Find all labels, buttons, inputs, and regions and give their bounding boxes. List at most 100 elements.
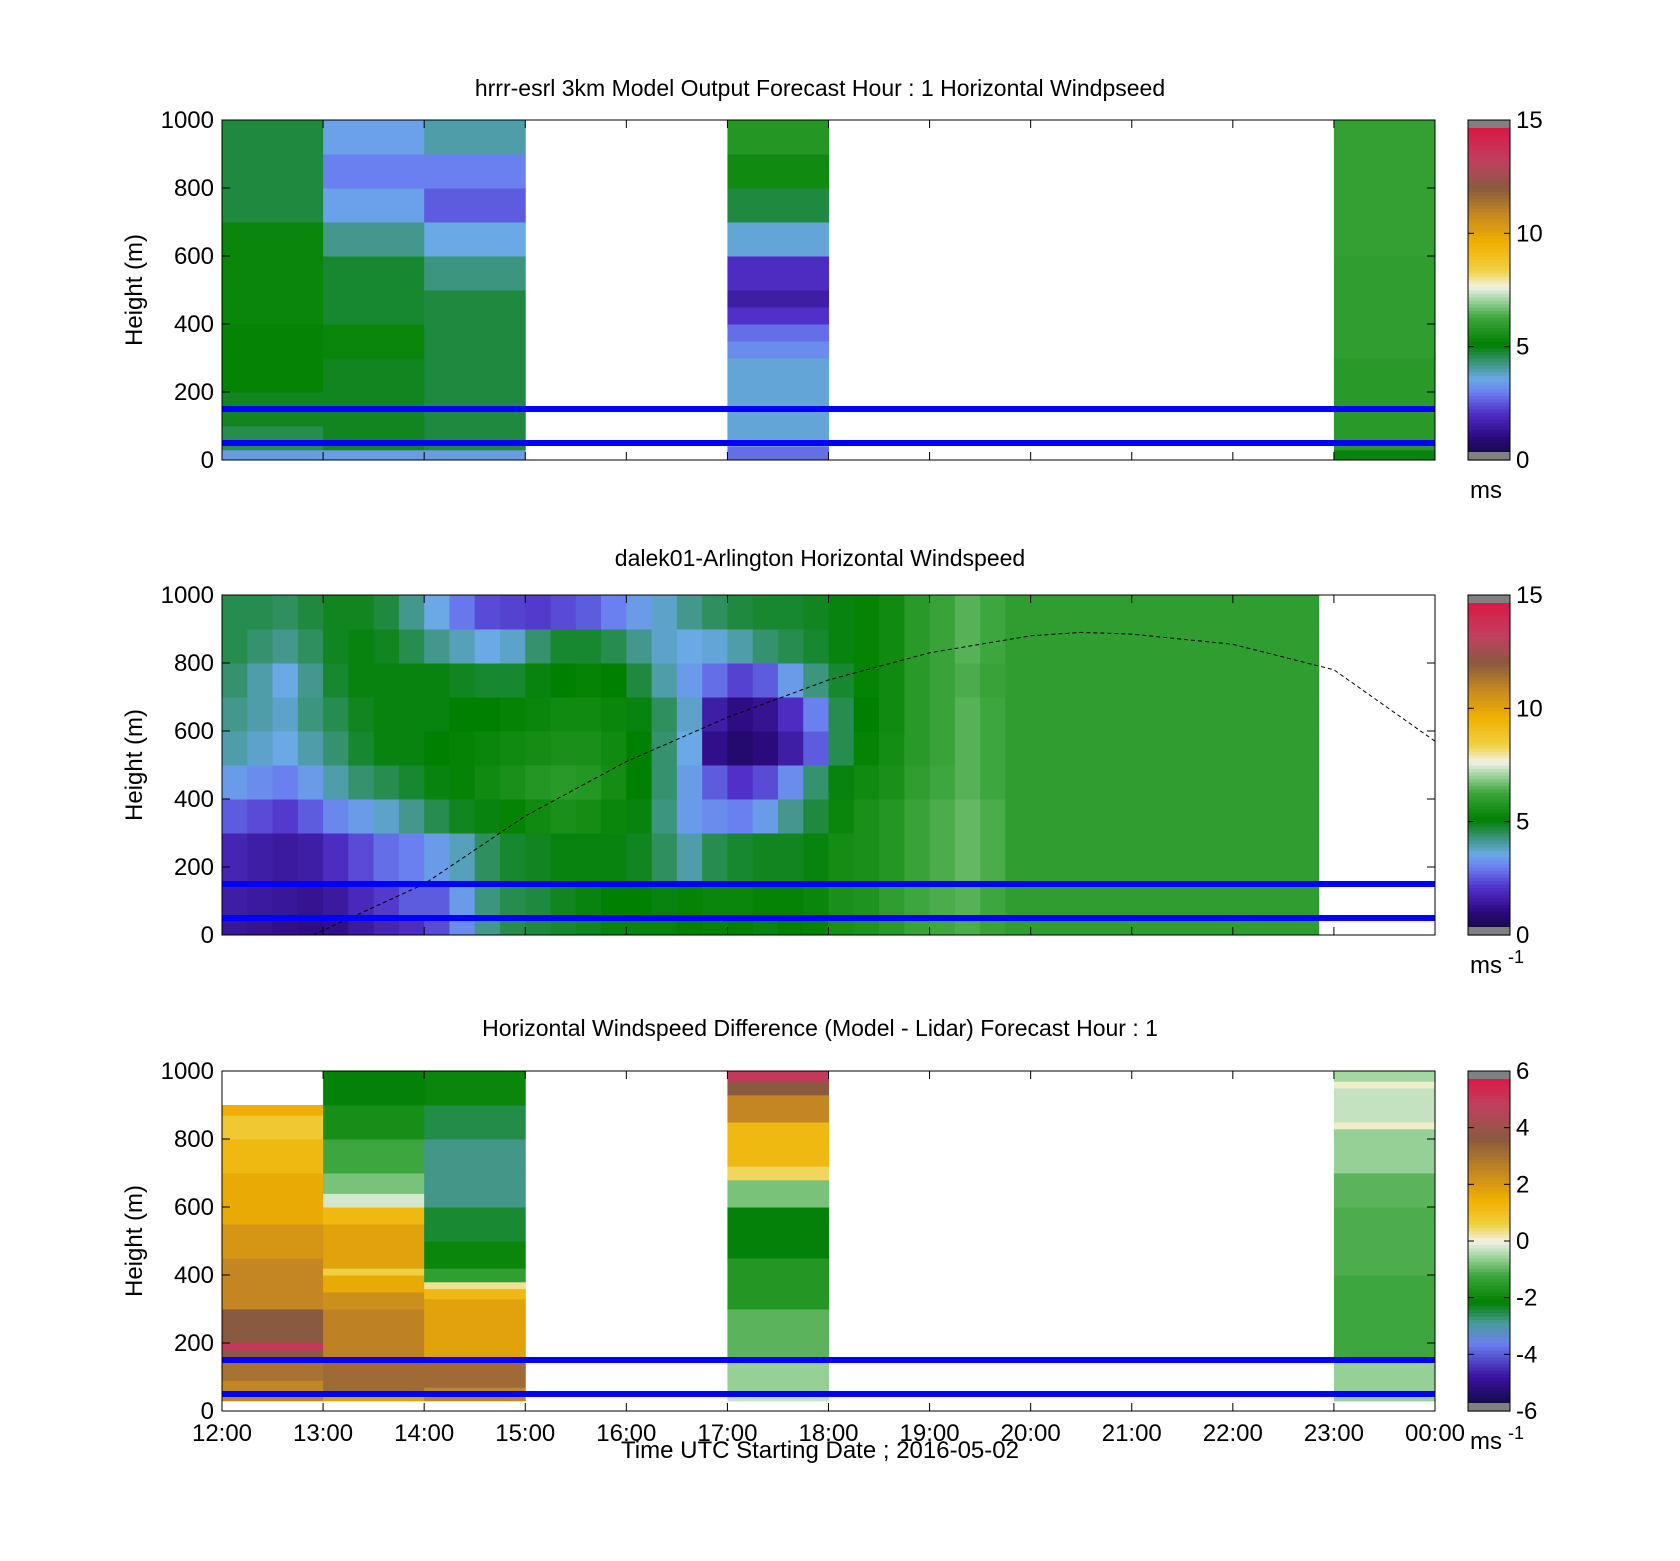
- heatmap-cell: [1005, 833, 1032, 885]
- colorbar-segment: [1468, 822, 1510, 827]
- colorbar-segment: [1468, 805, 1510, 810]
- colorbar-segment: [1468, 622, 1510, 627]
- colorbar-segment: [1468, 1224, 1510, 1228]
- colorbar-segment: [1468, 1281, 1510, 1286]
- heatmap-cell: [323, 120, 425, 155]
- heatmap-cell: [929, 833, 956, 885]
- colorbar-segment: [1468, 198, 1510, 203]
- heatmap-cell: [1131, 731, 1158, 766]
- colorbar-segment: [1468, 126, 1510, 131]
- colorbar-segment: [1468, 765, 1510, 769]
- colorbar-segment: [1468, 361, 1510, 366]
- colorbar-segment: [1468, 256, 1510, 260]
- heatmap-cell: [449, 595, 476, 630]
- colorbar-segment: [1468, 890, 1510, 895]
- heatmap-cell: [1055, 884, 1082, 919]
- heatmap-cell: [879, 833, 905, 885]
- heatmap-cell: [1106, 833, 1133, 885]
- colorbar-segment: [1468, 744, 1510, 749]
- colorbar-segment: [1468, 1084, 1510, 1089]
- heatmap-cell: [727, 1360, 829, 1392]
- heatmap-cell: [1131, 663, 1158, 698]
- heatmap-cell: [651, 595, 678, 630]
- heatmap-cell: [222, 1105, 324, 1116]
- heatmap-cell: [828, 799, 855, 834]
- heatmap-cell: [424, 449, 526, 461]
- heatmap-cell: [727, 1081, 829, 1096]
- colorbar-segment: [1468, 426, 1510, 430]
- heatmap-cell: [904, 799, 931, 834]
- heatmap-cell: [1232, 697, 1259, 732]
- heatmap-cell: [954, 799, 981, 834]
- heatmap-cell: [929, 663, 956, 698]
- colorbar-segment: [1468, 1162, 1510, 1167]
- x-tick-label: 14:00: [394, 1420, 454, 1447]
- colorbar-segment: [1468, 778, 1510, 783]
- heatmap-cell: [1308, 833, 1320, 885]
- colorbar-segment: [1468, 1295, 1510, 1300]
- heatmap-cell: [1182, 884, 1209, 919]
- colorbar-segment: [1468, 775, 1510, 780]
- x-tick-label: 13:00: [293, 1420, 353, 1447]
- heatmap-cell: [1232, 833, 1259, 885]
- colorbar-segment: [1468, 802, 1510, 807]
- colorbar-tick-label: 6: [1516, 1058, 1529, 1085]
- colorbar-segment: [1468, 181, 1510, 186]
- heatmap-cell: [1258, 629, 1284, 664]
- heatmap-cell: [247, 595, 274, 630]
- heatmap-cell: [1030, 595, 1057, 630]
- colorbar-segment: [1468, 707, 1510, 712]
- heatmap-cell: [1157, 663, 1183, 698]
- colorbar-segment: [1468, 1332, 1510, 1337]
- colorbar-segment: [1468, 812, 1510, 817]
- heatmap-cell: [727, 324, 829, 342]
- colorbar-segment: [1468, 860, 1510, 865]
- heatmap-cell: [1232, 731, 1259, 766]
- heatmap-cell: [323, 324, 425, 359]
- colorbar-segment: [1468, 1264, 1510, 1269]
- colorbar-segment: [1468, 615, 1510, 620]
- colorbar-segment: [1468, 276, 1510, 281]
- colorbar-segment: [1468, 402, 1510, 407]
- heatmap-cell: [1333, 1071, 1436, 1082]
- heatmap-cell: [879, 731, 905, 766]
- heatmap-cell: [980, 833, 1006, 885]
- colorbar-segment: [1468, 1339, 1510, 1344]
- colorbar-segment: [1468, 714, 1510, 718]
- heatmap-cell: [702, 884, 728, 919]
- heatmap-cell: [1055, 629, 1082, 664]
- heatmap-cell: [727, 358, 829, 447]
- colorbar-segment: [1468, 409, 1510, 413]
- heatmap-cell: [601, 918, 627, 936]
- heatmap-cell: [727, 1207, 829, 1259]
- colorbar-segment: [1468, 792, 1510, 797]
- heatmap-cell: [222, 884, 248, 919]
- colorbar-segment: [1468, 1196, 1510, 1201]
- heatmap-cell: [525, 663, 552, 698]
- model-windspeed-panel: hrrr-esrl 3km Model Output Forecast Hour…: [121, 75, 1543, 504]
- colorbar-frame: [1467, 119, 1511, 461]
- heatmap-cell: [272, 765, 299, 800]
- heatmap-cell: [323, 1071, 425, 1106]
- heatmap-cell: [1308, 765, 1320, 800]
- heatmap-cell: [1308, 629, 1320, 664]
- colorbar-segment: [1468, 887, 1510, 892]
- heatmap-cell: [904, 697, 931, 732]
- heatmap-cell: [853, 663, 880, 698]
- colorbar-segment: [1468, 208, 1510, 213]
- heatmap-cell: [222, 799, 248, 834]
- colorbar-segment: [1468, 1251, 1510, 1256]
- heatmap-cell: [323, 799, 349, 834]
- colorbar-segment: [1468, 344, 1510, 349]
- colorbar-tick-label: -6: [1516, 1398, 1537, 1425]
- heatmap-cell: [676, 833, 703, 885]
- colorbar-segment: [1468, 1179, 1510, 1184]
- heatmap-cell: [222, 629, 248, 664]
- colorbar-segment: [1468, 242, 1510, 247]
- heatmap-cell: [424, 663, 450, 698]
- heatmap-cell: [1131, 918, 1158, 936]
- heatmap-cell: [297, 629, 324, 664]
- heatmap-cell: [525, 918, 552, 936]
- colorbar-tick-label: -4: [1516, 1341, 1537, 1368]
